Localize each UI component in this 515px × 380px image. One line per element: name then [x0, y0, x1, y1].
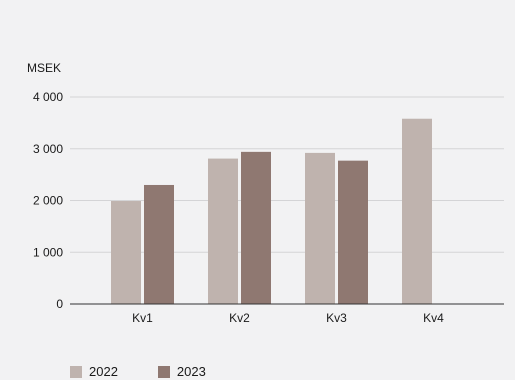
bar-kv1-2022 — [111, 201, 141, 304]
legend-item-2022: 2022 — [70, 364, 118, 379]
bar-kv2-2022 — [208, 158, 238, 304]
x-tick-label: Kv1 — [132, 311, 153, 325]
y-tick-label: 0 — [56, 297, 63, 311]
legend-swatch-2023 — [157, 365, 170, 378]
bar-kv3-2023 — [338, 160, 368, 304]
legend-item-2023: 2023 — [157, 364, 206, 379]
y-tick-label: 1 000 — [33, 245, 63, 259]
x-tick-labels: Kv1 Kv2 Kv3 Kv4 — [132, 311, 444, 325]
x-tick-label: Kv2 — [229, 311, 250, 325]
legend-label-2023: 2023 — [176, 364, 206, 379]
legend-swatch-2022 — [70, 365, 82, 378]
x-tick-label: Kv3 — [326, 311, 347, 325]
legend: 2022 2023 — [70, 364, 206, 379]
y-tick-label: 2 000 — [33, 194, 63, 208]
bar-kv2-2023 — [241, 151, 271, 304]
bar-kv1-2023 — [144, 184, 174, 304]
legend-label-2022: 2022 — [89, 364, 118, 379]
y-tick-label: 3 000 — [33, 142, 63, 156]
y-tick-label: 4 000 — [33, 90, 63, 104]
y-tick-labels: 0 1 000 2 000 3 000 4 000 — [33, 90, 63, 311]
y-axis-label: MSEK — [27, 61, 61, 75]
bars — [111, 118, 432, 304]
bar-kv4-2022 — [402, 118, 432, 304]
bar-kv3-2022 — [305, 152, 335, 304]
x-tick-label: Kv4 — [423, 311, 444, 325]
